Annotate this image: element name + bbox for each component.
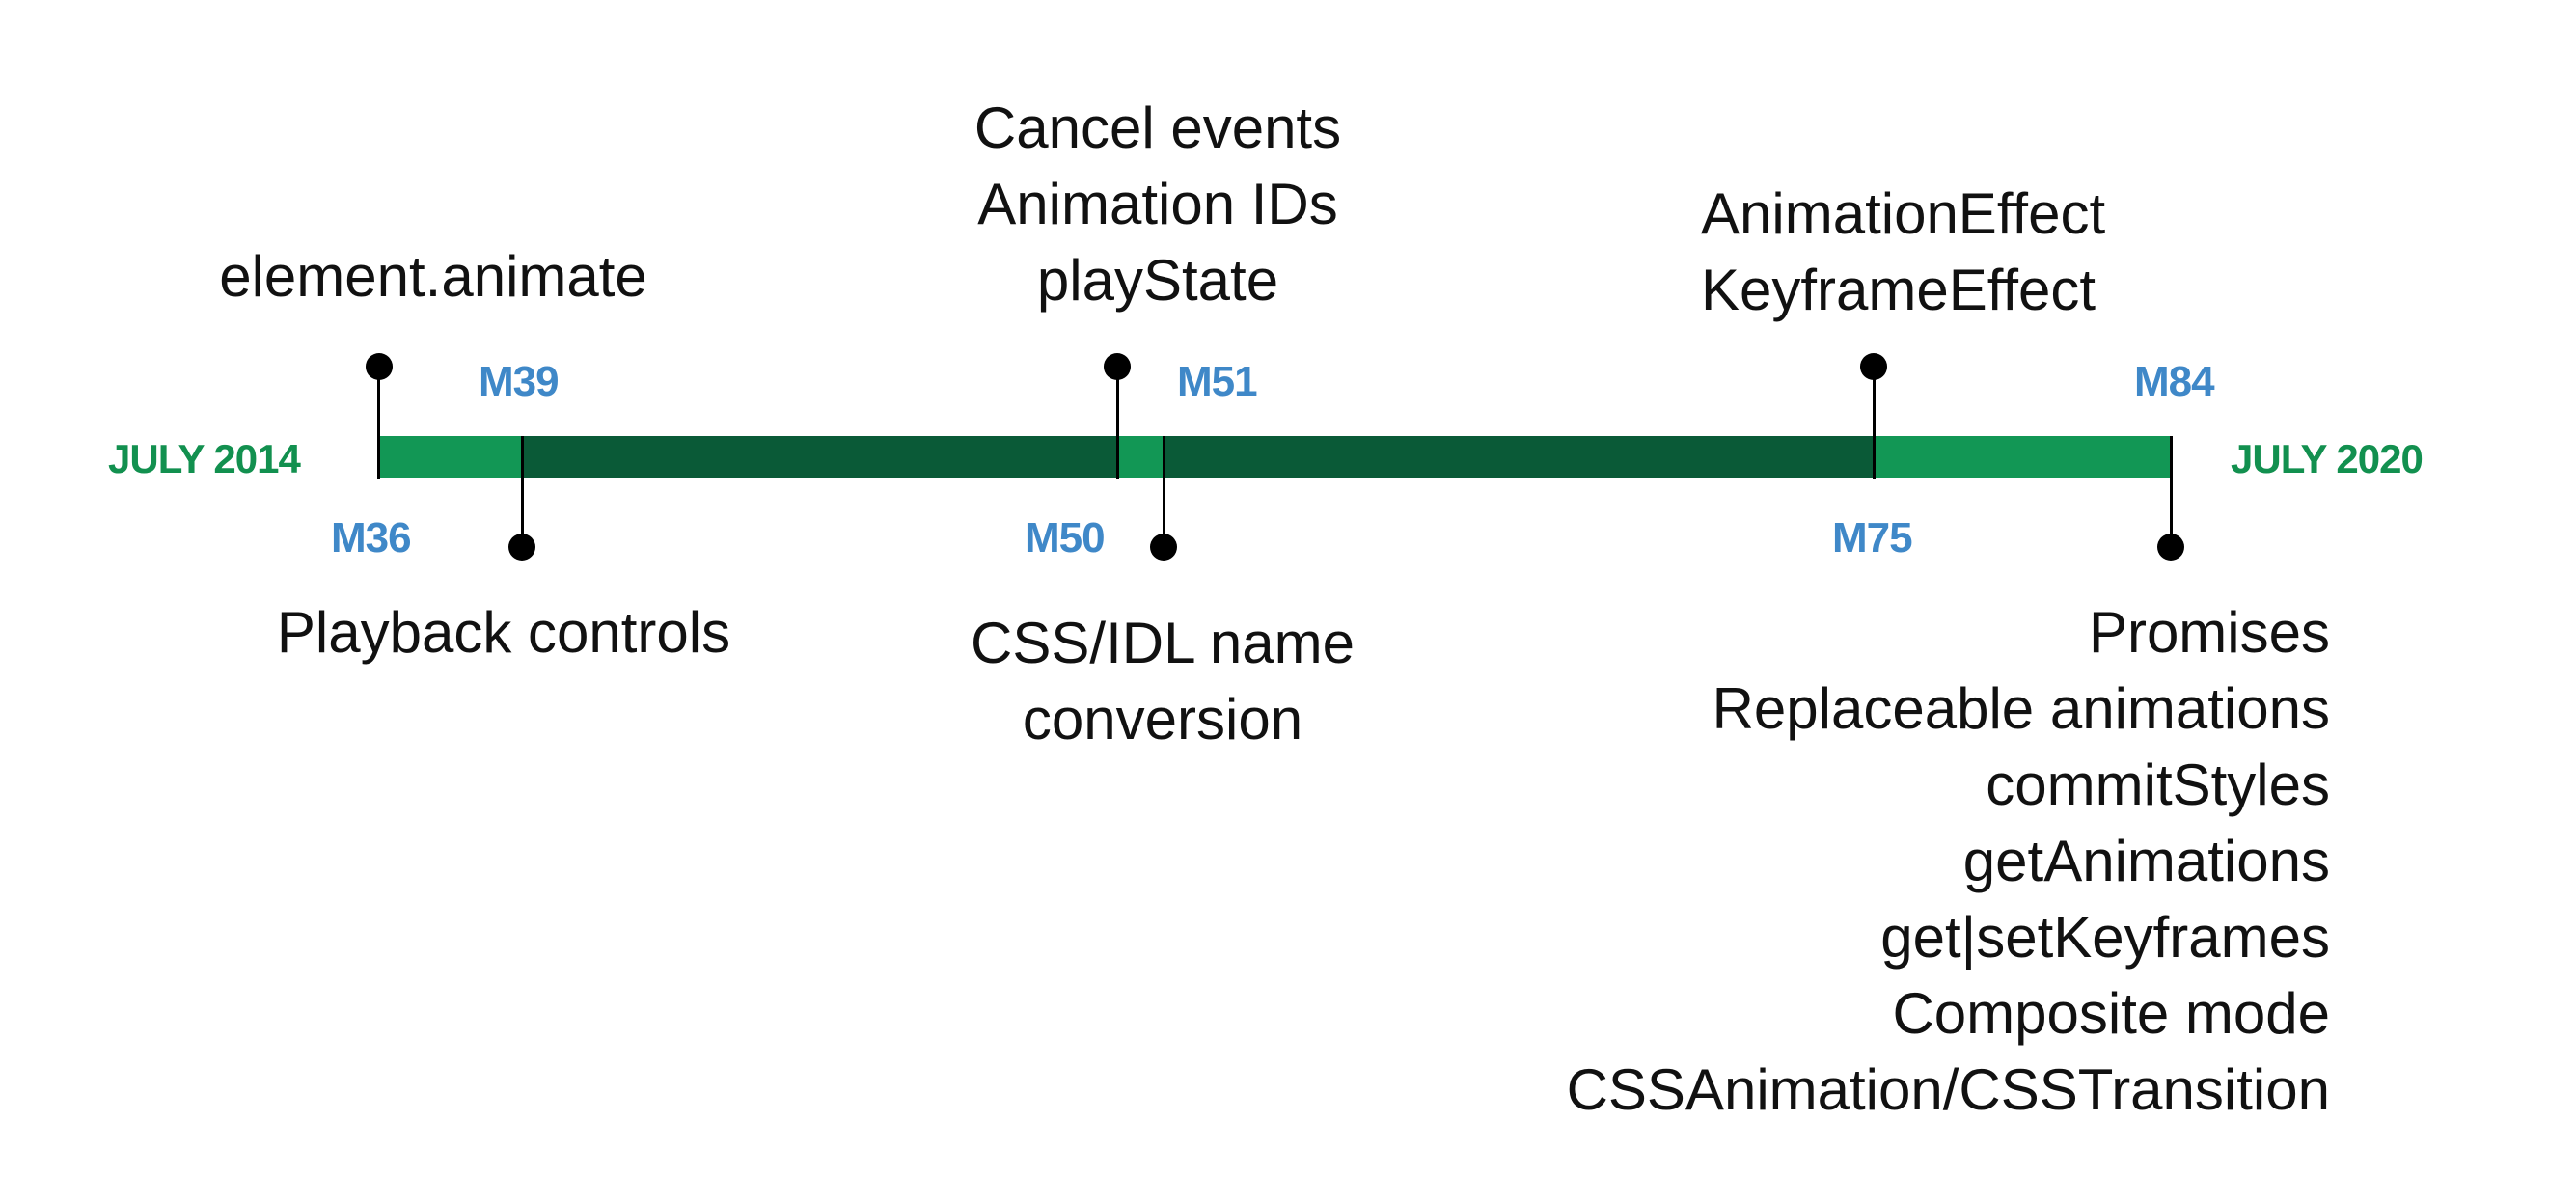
pin-stem	[1116, 367, 1119, 479]
milestone-m39: M39	[479, 358, 560, 405]
feature-label: Replaceable animations	[1712, 676, 2330, 741]
timeline-segment	[1874, 436, 2171, 478]
start-date-label: JULY 2014	[108, 436, 301, 481]
pin-stem	[2170, 436, 2173, 547]
feature-label: Cancel events	[973, 96, 1342, 160]
milestone-m75: M75	[1832, 514, 1913, 561]
pin-stem	[521, 436, 524, 547]
feature-label: Promises	[2088, 600, 2330, 665]
feature-label: Playback controls	[276, 600, 731, 665]
feature-label: KeyframeEffect	[1701, 258, 2096, 322]
feature-label: CSSAnimation/CSSTransition	[1566, 1057, 2330, 1122]
pin-dot	[2157, 534, 2184, 561]
timeline-segment	[1117, 436, 1164, 478]
pin-dot	[1150, 534, 1177, 561]
feature-label: element.animate	[219, 244, 647, 309]
feature-label: CSS/IDL name	[971, 611, 1355, 675]
pin-stem	[1873, 367, 1876, 479]
feature-list: Promises Replaceable animations commitSt…	[1567, 594, 2330, 1128]
feature-label: getAnimations	[1962, 829, 2330, 893]
milestone-m36: M36	[331, 514, 412, 561]
timeline-segment	[1164, 436, 1874, 478]
feature-list: AnimationEffect KeyframeEffect	[1701, 176, 2105, 328]
pin-dot	[366, 353, 393, 380]
feature-label: commitStyles	[1986, 752, 2330, 817]
feature-list: Cancel events Animation IDs playState	[974, 90, 1341, 318]
milestone-m50: M50	[1025, 514, 1106, 561]
pin-stem	[377, 367, 380, 479]
feature-label: Animation IDs	[977, 172, 1338, 236]
feature-label: AnimationEffect	[1701, 181, 2106, 246]
pin-dot	[1104, 353, 1131, 380]
pin-stem	[1163, 436, 1165, 547]
timeline-segment	[377, 436, 522, 478]
pin-dot	[508, 534, 535, 561]
feature-list: element.animate	[219, 238, 647, 315]
feature-list: CSS/IDL name conversion	[971, 605, 1355, 757]
feature-label: get|setKeyframes	[1880, 905, 2330, 970]
milestone-m84: M84	[2134, 358, 2215, 405]
timeline-segment	[522, 436, 1117, 478]
pin-dot	[1860, 353, 1887, 380]
feature-label: playState	[1036, 248, 1279, 313]
milestone-m51: M51	[1177, 358, 1258, 405]
end-date-label: JULY 2020	[2231, 436, 2424, 481]
feature-label: conversion	[1022, 687, 1303, 752]
feature-label: Composite mode	[1892, 981, 2330, 1046]
feature-list: Playback controls	[277, 594, 730, 670]
